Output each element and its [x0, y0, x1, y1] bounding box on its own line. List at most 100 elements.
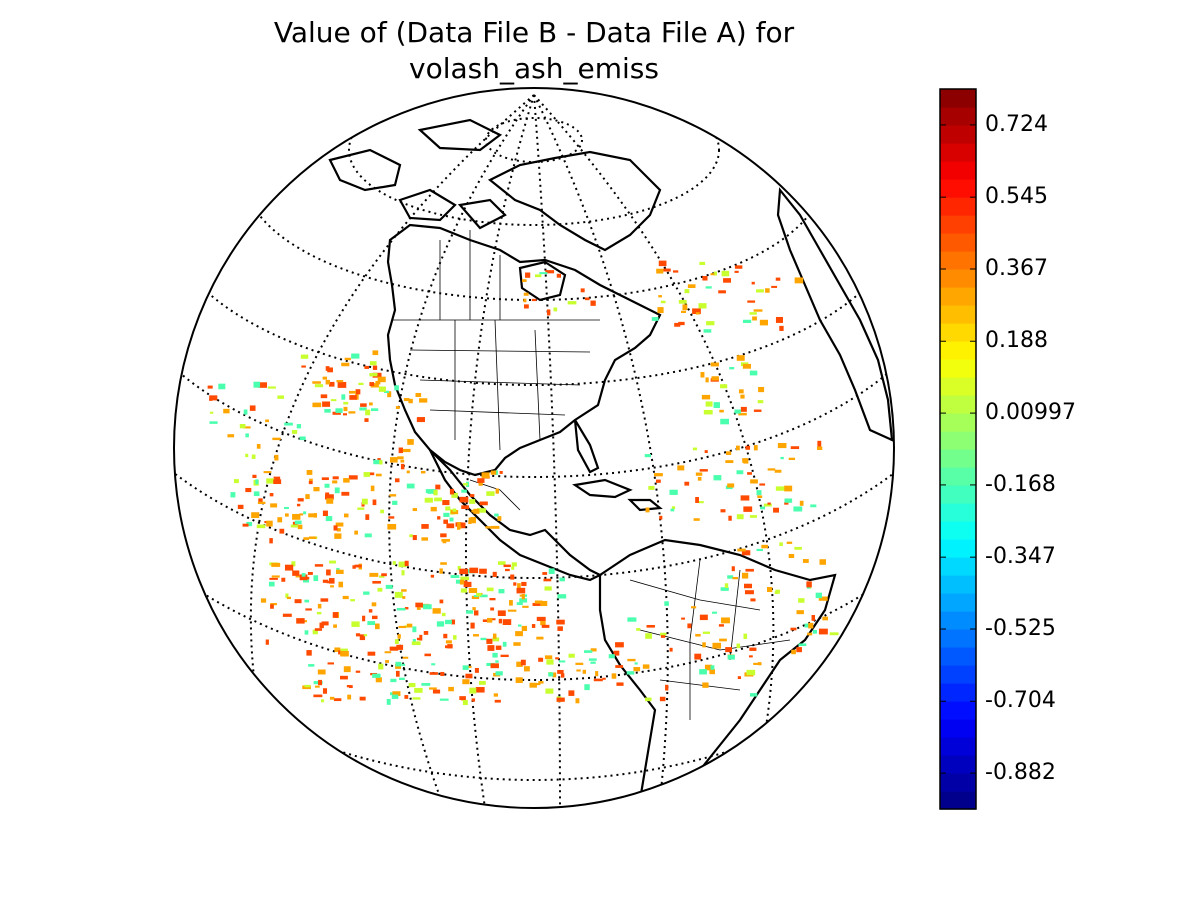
data-patch	[332, 476, 339, 480]
data-patch	[419, 398, 428, 403]
data-patch	[394, 478, 400, 483]
data-patch	[424, 653, 432, 657]
data-patch	[321, 699, 325, 703]
data-patch	[746, 669, 756, 676]
data-patch	[811, 614, 816, 621]
data-patch	[364, 533, 372, 538]
data-patch	[407, 439, 414, 445]
data-patch	[753, 309, 763, 312]
data-patch	[304, 684, 311, 688]
data-patch	[297, 498, 304, 502]
data-patch	[304, 630, 309, 635]
data-patch	[681, 617, 686, 620]
data-patch	[721, 617, 730, 624]
colorbar-level	[940, 773, 976, 792]
data-patch	[656, 268, 664, 274]
data-patch	[699, 469, 708, 472]
data-patch	[330, 585, 334, 588]
data-patch	[317, 603, 322, 609]
data-patch	[256, 443, 261, 449]
data-patch	[557, 594, 567, 599]
data-patch	[313, 575, 319, 582]
data-patch	[553, 307, 558, 312]
data-patch	[303, 537, 310, 540]
data-patch	[479, 594, 488, 598]
data-patch	[408, 682, 416, 688]
data-patch	[479, 568, 487, 574]
data-patch	[742, 363, 751, 369]
data-patch	[308, 513, 315, 518]
data-patch	[305, 494, 310, 500]
data-patch	[282, 613, 292, 617]
data-patch	[736, 470, 744, 475]
data-patch	[334, 533, 342, 539]
data-patch	[511, 562, 517, 567]
data-patch	[521, 581, 527, 587]
colorbar-level	[940, 107, 976, 126]
data-patch	[548, 568, 555, 574]
data-patch	[260, 598, 267, 603]
data-patch	[721, 270, 730, 277]
data-patch	[450, 619, 456, 625]
data-patch	[343, 666, 351, 673]
data-patch	[788, 553, 795, 559]
data-patch	[720, 587, 729, 591]
data-patch	[513, 642, 521, 646]
data-patch	[750, 598, 755, 601]
data-patch	[218, 383, 226, 390]
colorbar-level	[940, 665, 976, 684]
data-patch	[552, 672, 557, 678]
data-patch	[364, 418, 369, 422]
data-patch	[659, 696, 666, 702]
colorbar-level	[940, 161, 976, 180]
data-patch	[291, 429, 298, 434]
data-patch	[690, 606, 697, 609]
data-patch	[342, 413, 347, 416]
data-patch	[301, 365, 306, 368]
data-patch	[269, 577, 278, 580]
data-patch	[759, 319, 768, 326]
data-patch	[741, 550, 751, 556]
data-patch	[294, 520, 302, 525]
data-patch	[719, 638, 727, 642]
data-patch	[465, 673, 473, 679]
data-patch	[355, 633, 361, 637]
data-patch	[307, 571, 313, 575]
data-patch	[457, 526, 462, 529]
data-patch	[794, 277, 804, 284]
data-patch	[463, 581, 472, 588]
data-patch	[469, 494, 475, 498]
data-patch	[249, 405, 256, 411]
data-patch	[389, 494, 397, 497]
data-patch	[237, 504, 244, 509]
data-patch	[818, 628, 828, 635]
data-patch	[322, 376, 328, 380]
data-patch	[790, 627, 797, 631]
data-patch	[359, 634, 366, 641]
data-patch	[516, 602, 523, 606]
data-patch	[265, 419, 269, 423]
data-patch	[750, 479, 758, 484]
data-patch	[308, 536, 317, 539]
data-patch	[695, 497, 699, 503]
data-patch	[608, 654, 615, 659]
data-patch	[460, 576, 470, 581]
data-patch	[338, 581, 344, 588]
data-patch	[502, 619, 512, 625]
data-patch	[556, 619, 565, 625]
colorbar-level	[940, 233, 976, 252]
data-patch	[560, 673, 565, 678]
data-patch	[678, 299, 687, 304]
data-patch	[479, 501, 488, 506]
data-patch	[433, 490, 438, 496]
data-patch	[703, 409, 713, 415]
data-patch	[477, 478, 485, 483]
data-patch	[522, 605, 529, 608]
data-patch	[532, 602, 541, 606]
data-patch	[736, 355, 745, 361]
data-patch	[423, 631, 429, 635]
data-patch	[398, 561, 407, 568]
data-patch	[359, 407, 367, 411]
data-patch	[437, 516, 441, 520]
data-patch	[385, 660, 390, 663]
